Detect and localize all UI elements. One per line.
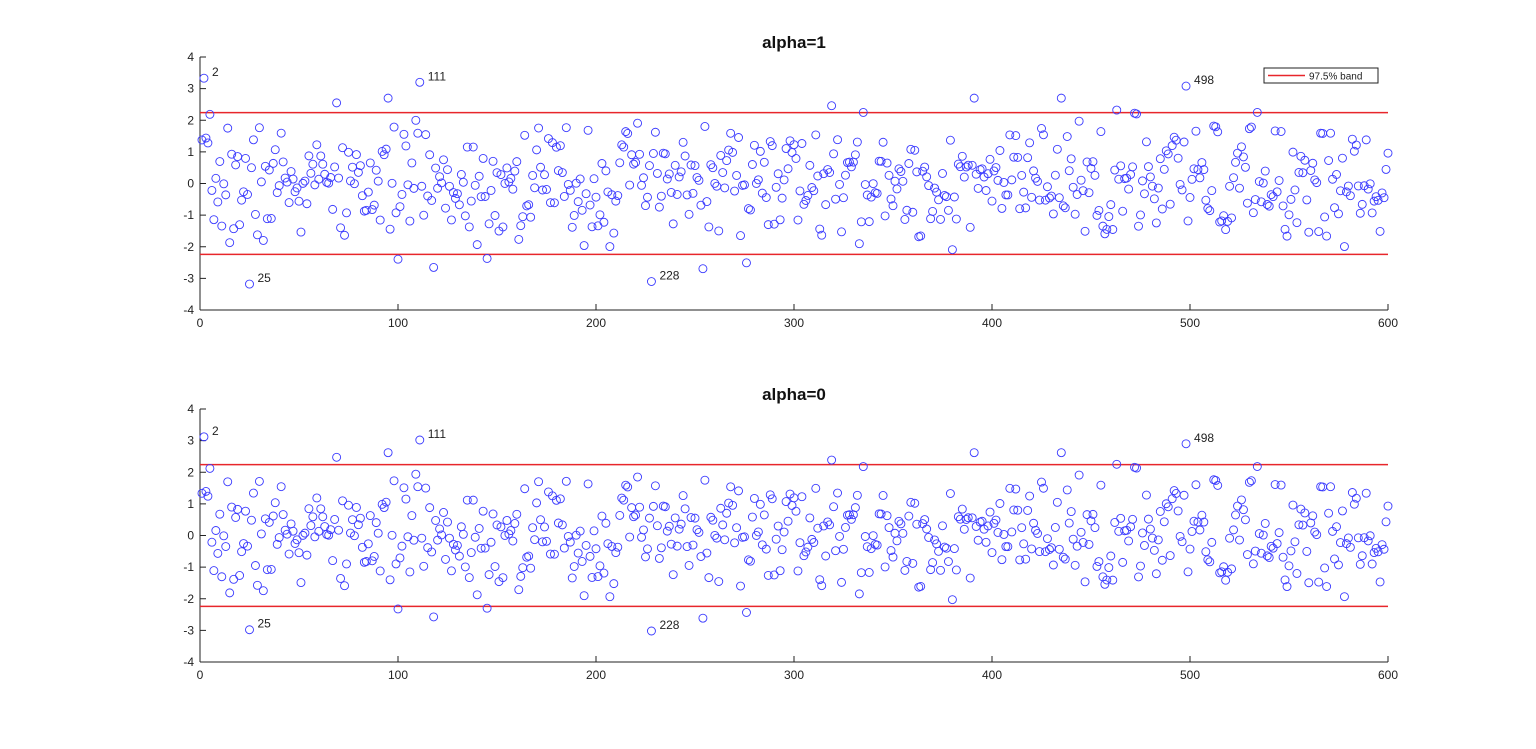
y-tick-label: 1 [187, 145, 194, 159]
y-tick-label: -2 [183, 240, 194, 254]
outlier-label: 498 [1194, 431, 1214, 445]
scatter-points [197, 432, 1393, 636]
y-tick-label: -2 [183, 592, 194, 606]
y-tick-label: 1 [187, 497, 194, 511]
x-tick-label: 0 [197, 316, 204, 330]
x-tick-label: 400 [982, 668, 1002, 682]
outlier-label: 111 [428, 427, 447, 441]
x-tick-label: 300 [784, 668, 804, 682]
y-tick-label: 0 [187, 529, 194, 543]
y-tick-label: -3 [183, 271, 194, 285]
plot-title: alpha=1 [762, 33, 826, 52]
outlier-label: 111 [428, 69, 447, 83]
x-tick-label: 200 [586, 668, 606, 682]
y-tick-label: 3 [187, 434, 194, 448]
outlier-label: 498 [1194, 73, 1214, 87]
y-tick-label: -1 [183, 208, 194, 222]
outlier-label: 2 [212, 65, 219, 79]
x-tick-label: 600 [1378, 316, 1398, 330]
legend-label: 97.5% band [1309, 72, 1362, 83]
outlier-label: 228 [659, 269, 679, 283]
y-tick-label: -3 [183, 623, 194, 637]
x-tick-label: 100 [388, 668, 408, 682]
legend: 97.5% band [1263, 67, 1379, 84]
outlier-label: 228 [659, 618, 679, 632]
x-tick-label: 500 [1180, 316, 1200, 330]
y-tick-label: 2 [187, 465, 194, 479]
x-tick-label: 100 [388, 316, 408, 330]
plot-alpha-1: alpha=1 -4 -3 -2 -1 0 1 2 3 4 0 100 200 300 400 500 600 2… [183, 33, 1398, 330]
x-tick-label: 600 [1378, 668, 1398, 682]
x-tick-label: 300 [784, 316, 804, 330]
x-tick-label: 200 [586, 316, 606, 330]
x-tick-label: 500 [1180, 668, 1200, 682]
outlier-label: 2 [212, 424, 219, 438]
outlier-label: 25 [258, 617, 272, 631]
x-tick-label: 400 [982, 316, 1002, 330]
x-tick-label: 0 [197, 668, 204, 682]
y-tick-label: -1 [183, 560, 194, 574]
y-tick-label: -4 [183, 655, 194, 669]
y-tick-label: 4 [187, 402, 194, 416]
y-tick-label: 3 [187, 82, 194, 96]
outlier-label: 25 [258, 271, 272, 285]
plot-alpha-0: alpha=0 -4 -3 -2 -1 0 1 2 3 4 0 100 200 300 400 500 600 2… [183, 385, 1398, 682]
y-tick-label: 0 [187, 177, 194, 191]
y-tick-label: 4 [187, 50, 194, 64]
plot-title: alpha=0 [762, 385, 826, 404]
y-tick-label: 2 [187, 113, 194, 127]
y-tick-label: -4 [183, 303, 194, 317]
scatter-points [197, 73, 1393, 289]
